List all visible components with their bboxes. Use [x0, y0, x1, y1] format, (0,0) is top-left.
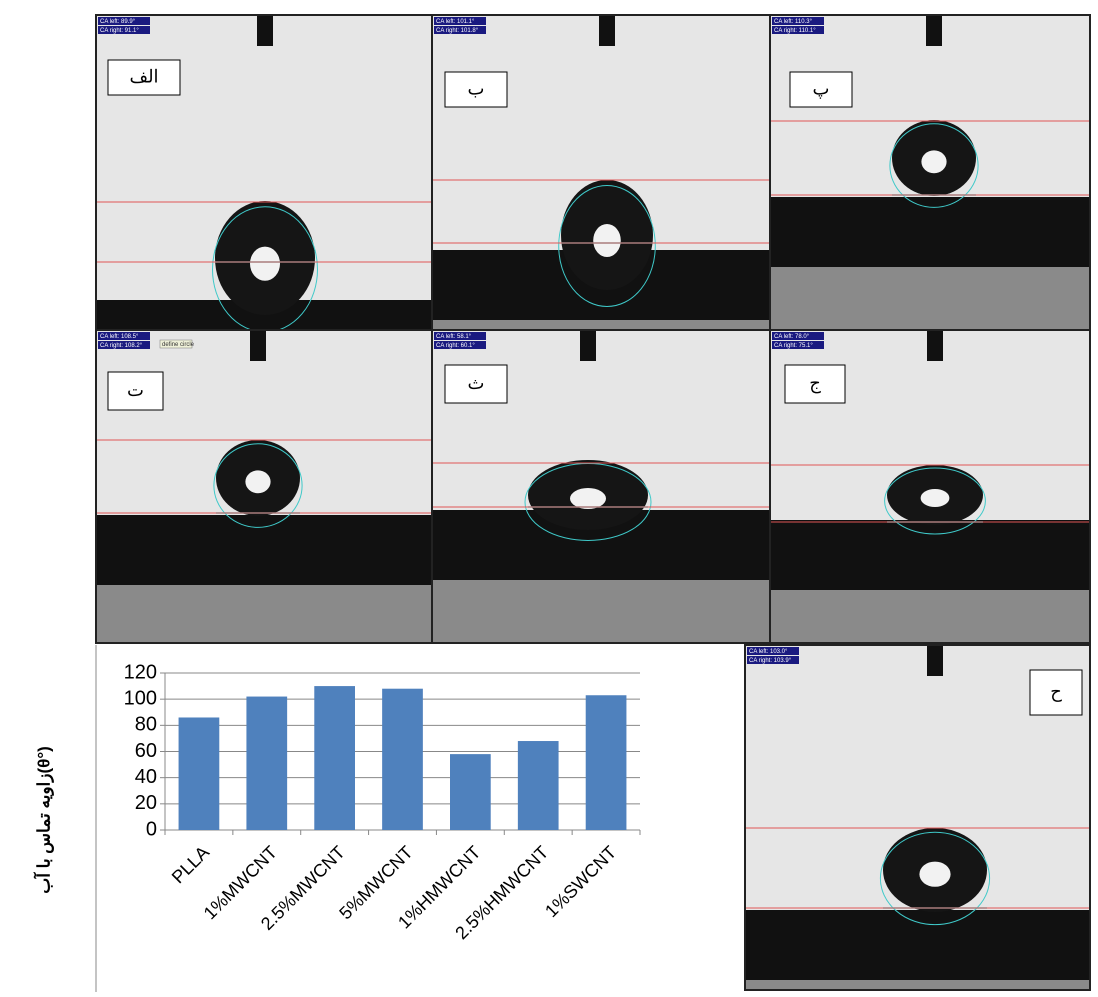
panel-label: ب	[468, 79, 485, 100]
figure: زاویه تماس با آب(θ°) CA left: 89.9° CA ri…	[0, 0, 1098, 997]
y-tick-label: 0	[146, 818, 157, 840]
note-text: define circle	[162, 342, 195, 348]
photo-panel: CA left: 89.9° CA right: 91.1° الف	[96, 15, 432, 332]
drop-highlight	[921, 489, 950, 507]
substrate	[746, 910, 1089, 980]
photo-panel: CA left: 108.5° CA right: 108.2° define ci…	[96, 330, 432, 643]
y-tick-label: 120	[124, 661, 157, 683]
x-tick-label: PLLA	[168, 842, 213, 887]
bar	[246, 697, 287, 830]
needle	[927, 331, 943, 361]
photo-panel: CA left: 101.1° CA right: 101.8° ب	[432, 15, 770, 330]
needle	[250, 331, 266, 361]
bar	[518, 741, 559, 830]
ca-text: CA right: 101.8°	[436, 28, 479, 34]
ca-text: CA left: 103.0°	[749, 649, 788, 655]
photo-panel: CA left: 103.0° CA right: 103.9° ح	[745, 645, 1090, 990]
drop-highlight	[919, 862, 950, 887]
needle	[926, 16, 942, 46]
y-axis-label: زاویه تماس با آب(θ°)	[32, 746, 54, 894]
bar	[450, 754, 491, 830]
drop-highlight	[250, 247, 280, 281]
substrate-lower	[771, 590, 1089, 642]
panel-label: ث	[468, 373, 485, 394]
ca-text: CA right: 110.1°	[774, 28, 816, 34]
substrate	[97, 515, 431, 585]
panel-label: ت	[127, 380, 144, 401]
ca-text: CA left: 101.1°	[436, 19, 475, 25]
bar	[586, 695, 627, 830]
needle	[580, 331, 596, 361]
y-tick-label: 100	[124, 687, 157, 709]
ca-text: CA left: 89.9°	[100, 19, 136, 25]
panel-label: الف	[129, 67, 158, 88]
needle	[599, 16, 615, 46]
substrate-lower	[746, 980, 1089, 989]
y-tick-label: 80	[135, 714, 157, 736]
substrate-lower	[771, 267, 1089, 329]
substrate-lower	[433, 320, 769, 329]
y-tick-label: 20	[135, 792, 157, 814]
ca-text: CA left: 108.5°	[100, 334, 139, 340]
substrate-lower	[97, 585, 431, 642]
ca-text: CA right: 91.1°	[100, 28, 139, 34]
ca-text: CA left: 58.1°	[436, 334, 472, 340]
panel-label: ح	[1050, 682, 1062, 703]
y-tick-label: 40	[135, 766, 157, 788]
panel-label: پ	[813, 79, 830, 100]
y-tick-label: 60	[135, 740, 157, 762]
ca-text: CA right: 60.1°	[436, 343, 475, 349]
ca-text: CA right: 103.9°	[749, 658, 792, 664]
panel-label: ج	[809, 373, 821, 394]
drop-highlight	[921, 150, 946, 173]
substrate	[771, 520, 1089, 590]
drop-highlight	[245, 470, 270, 493]
ca-text: CA left: 110.3°	[774, 19, 813, 25]
x-tick-label: 1%SWCNT	[541, 842, 620, 921]
ca-text: CA right: 108.2°	[100, 343, 143, 349]
bar	[179, 717, 220, 830]
drop-highlight	[593, 224, 621, 257]
bar	[382, 689, 423, 830]
ca-text: CA left: 78.0°	[774, 334, 810, 340]
substrate-lower	[433, 580, 769, 642]
drop-highlight	[570, 488, 606, 509]
photo-panel: CA left: 78.0° CA right: 75.1° ج	[770, 330, 1090, 643]
ca-text: CA right: 75.1°	[774, 343, 813, 349]
photo-panel: CA left: 58.1° CA right: 60.1° ث	[432, 330, 770, 643]
photo-panel: CA left: 110.3° CA right: 110.1° پ	[770, 15, 1090, 330]
needle	[257, 16, 273, 46]
needle	[927, 646, 943, 676]
bar	[314, 686, 355, 830]
